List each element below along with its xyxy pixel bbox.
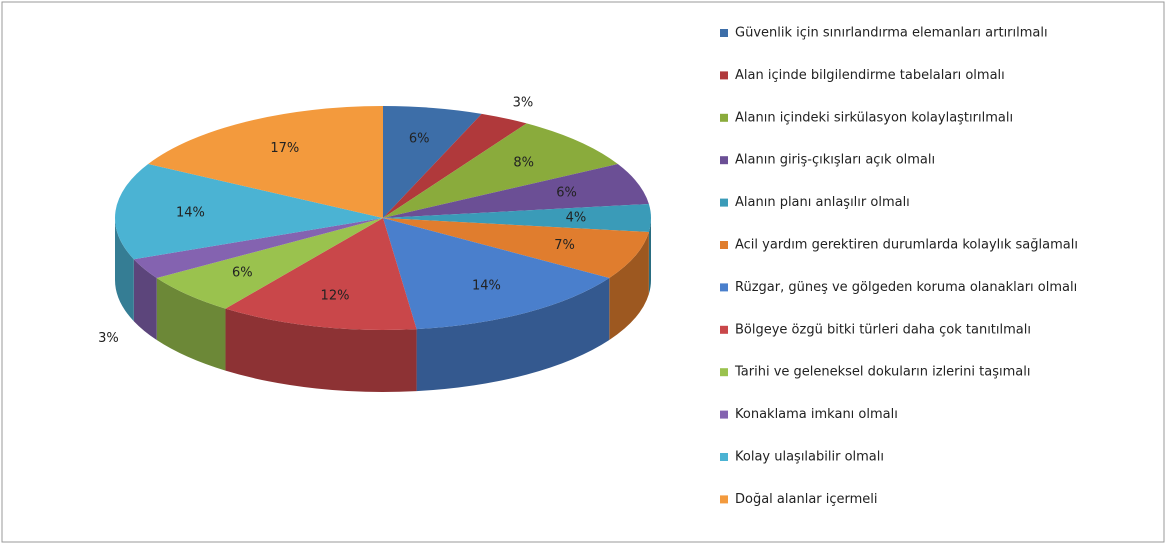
slice	[148, 106, 383, 218]
slice	[383, 164, 649, 218]
data-label: 8%	[513, 155, 534, 170]
slice-side	[133, 259, 157, 341]
legend-label: Alanın içindeki sirkülasyon kolaylaştırı…	[735, 110, 1013, 125]
slice	[383, 203, 651, 233]
legend-label: Acil yardım gerektiren durumlarda kolayl…	[735, 238, 1078, 253]
data-label: 7%	[554, 238, 575, 253]
legend-label: Kolay ulaşılabilir olmalı	[735, 450, 884, 465]
data-label: 14%	[176, 205, 205, 220]
data-label: 17%	[270, 141, 299, 156]
slice-side	[156, 278, 226, 371]
legend-label: Doğal alanlar içermeli	[735, 492, 878, 507]
legend-swatch	[720, 71, 728, 80]
legend-swatch	[720, 113, 728, 122]
slice	[133, 218, 383, 279]
data-label: 6%	[409, 131, 430, 146]
slice	[115, 164, 383, 260]
legend-label: Tarihi ve geleneksel dokuların izlerini …	[734, 365, 1030, 380]
legend-label: Rüzgar, güneş ve gölgeden koruma olanakl…	[735, 280, 1077, 295]
data-label: 6%	[556, 186, 577, 201]
legend-label: Bölgeye özgü bitki türleri daha çok tanı…	[735, 322, 1031, 337]
data-label: 4%	[566, 211, 587, 226]
data-label: 6%	[232, 266, 253, 281]
legend-label: Konaklama imkanı olmalı	[735, 407, 898, 422]
slice	[383, 123, 618, 218]
legend-swatch	[720, 241, 728, 249]
data-label: 12%	[321, 289, 350, 304]
legend-swatch	[720, 453, 728, 461]
legend-swatch	[720, 495, 728, 504]
legend-swatch	[720, 283, 728, 292]
slice-side	[609, 232, 649, 341]
legend-label: Alanın planı anlaşılır olmalı	[735, 195, 910, 210]
slice-side	[416, 278, 610, 392]
slice	[383, 106, 482, 218]
data-label: 3%	[513, 96, 534, 111]
legend-swatch	[720, 410, 728, 419]
legend-swatch	[720, 198, 728, 207]
legend-swatch	[720, 156, 728, 165]
legend-label: Alan içinde bilgilendirme tabelaları olm…	[735, 68, 1005, 83]
legend-swatch	[720, 29, 728, 37]
legend-swatch	[720, 325, 728, 334]
slice	[383, 218, 649, 279]
legend-swatch	[720, 368, 728, 377]
slice-side	[648, 218, 651, 295]
data-label: 14%	[472, 279, 501, 294]
slice	[225, 218, 417, 330]
slice-side	[225, 308, 417, 392]
slice	[156, 218, 383, 309]
legend-label: Alanın giriş-çıkışları açık olmalı	[735, 153, 935, 168]
legend-label: Güvenlik için sınırlandırma elemanları a…	[735, 26, 1048, 41]
slice-side	[115, 218, 134, 322]
slice	[383, 113, 527, 218]
data-label: 3%	[98, 331, 119, 346]
slice	[383, 218, 610, 330]
